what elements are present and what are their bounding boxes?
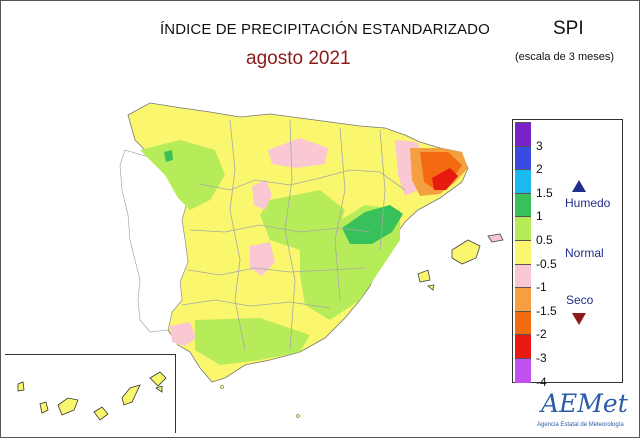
legend-tick-label: 0.5 — [536, 233, 553, 247]
triangle-down-icon — [572, 313, 586, 325]
ceuta — [220, 385, 224, 389]
formentera — [427, 284, 435, 291]
province-borders — [181, 119, 406, 351]
ibiza — [417, 269, 431, 283]
legend-swatch — [515, 122, 531, 147]
legend-tick-label: 3 — [536, 138, 543, 153]
canary-islands-box — [5, 354, 176, 433]
legend-swatch — [515, 145, 531, 171]
canary-islands — [17, 371, 167, 421]
aemet-logo: AEMet — [541, 389, 628, 418]
legend-swatch — [515, 287, 531, 312]
legend-label-humid: Humedo — [565, 196, 611, 210]
aemet-logo-subtitle: Agencia Estatal de Meteorología — [537, 422, 624, 428]
melilla — [296, 414, 300, 418]
legend-tick-label: 1 — [536, 209, 543, 224]
legend-swatch — [515, 169, 531, 194]
legend: 3 2 1.5 1 0.5 -0.5 -1 -1.5 -2 -3 -4 — [512, 119, 623, 389]
triangle-up-icon — [572, 180, 586, 192]
green-area-south — [195, 318, 310, 365]
legend-tick-label: -4 — [536, 374, 547, 389]
legend-tick-label: -0.5 — [536, 256, 557, 271]
index-scale: (escala de 3 meses) — [515, 51, 615, 63]
legend-label-dry: Seco — [566, 293, 594, 307]
legend-swatch — [515, 216, 531, 241]
dark-orange-area-catalonia — [420, 152, 462, 190]
pink-area-huelva — [170, 322, 196, 346]
humid-area-valencia — [342, 205, 403, 244]
mallorca — [451, 239, 481, 265]
legend-tick-label: -2 — [536, 327, 547, 342]
legend-tick-label: -3 — [536, 351, 547, 365]
legend-swatch — [515, 192, 531, 218]
legend-swatch — [515, 310, 531, 336]
green-area-northwest — [140, 140, 225, 210]
legend-swatch — [515, 358, 531, 383]
legend-swatch — [515, 334, 531, 359]
legend-tick-label: -1 — [536, 280, 547, 295]
map-title: ÍNDICE DE PRECIPITACIÓN ESTANDARIZADO — [160, 21, 490, 38]
red-area-barcelona — [432, 168, 458, 190]
map-period: agosto 2021 — [246, 48, 351, 69]
pink-area-castilla — [252, 180, 272, 210]
pink-area-center — [250, 242, 275, 276]
legend-swatch — [515, 240, 531, 265]
pink-area-north — [268, 138, 328, 168]
legend-label-normal: Normal — [565, 246, 604, 260]
legend-tick-label: 1.5 — [536, 185, 553, 200]
legend-swatch — [515, 263, 531, 289]
legend-tick-label: -1.5 — [536, 303, 557, 318]
index-name: SPI — [553, 18, 584, 39]
humid-spot-galicia — [164, 150, 173, 162]
menorca — [487, 233, 504, 243]
legend-tick-label: 2 — [536, 162, 543, 177]
